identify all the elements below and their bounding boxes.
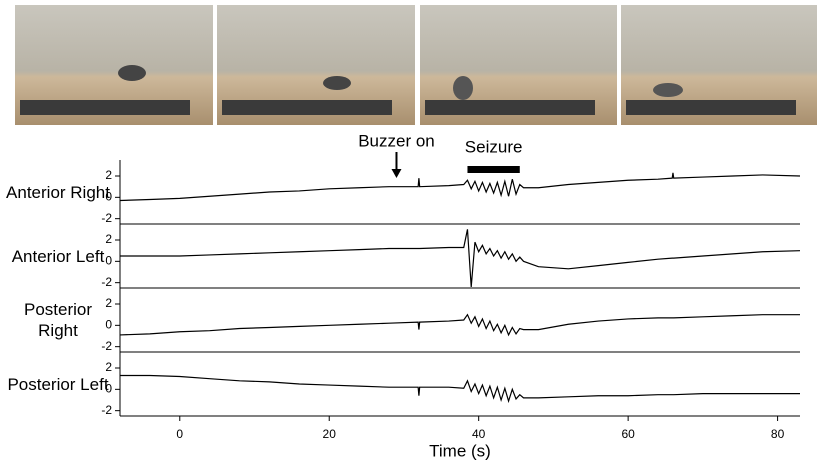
cage-base (425, 100, 595, 115)
channel-label: Posterior Right (23, 300, 93, 340)
annotation: Seizure (465, 137, 523, 156)
y-tick-label: 2 (105, 232, 112, 246)
y-tick-label: -2 (101, 275, 112, 289)
y-tick-label: -2 (101, 339, 112, 353)
y-tick-label: 2 (105, 296, 112, 310)
y-tick-label: -2 (101, 211, 112, 225)
x-tick-label: 20 (323, 427, 337, 441)
eeg-trace (120, 374, 800, 404)
channel-label: Posterior Left (7, 374, 109, 394)
eeg-trace (119, 313, 800, 337)
annotation-arrowhead (391, 169, 402, 178)
seizure-bar (467, 166, 520, 173)
video-frames (15, 5, 817, 125)
cage-base (20, 100, 190, 115)
animal (323, 76, 351, 90)
y-tick-label: 0 (105, 254, 112, 268)
animal (653, 83, 683, 97)
cage-base (626, 100, 796, 115)
channel-label: Anterior Left (11, 246, 105, 266)
eeg-trace (119, 172, 801, 202)
channel-label: Anterior Right (6, 182, 110, 202)
x-tick-label: 0 (176, 427, 183, 441)
y-tick-label: 2 (105, 168, 112, 182)
annotation: Buzzer on (358, 131, 435, 150)
y-tick-label: 2 (105, 360, 112, 374)
x-tick-label: 80 (771, 427, 785, 441)
x-axis-label: Time (s) (429, 441, 491, 460)
y-tick-label: 0 (105, 318, 112, 332)
animal (453, 76, 473, 100)
y-tick-label: -2 (101, 403, 112, 417)
x-tick-label: 40 (472, 427, 486, 441)
eeg-trace (120, 229, 801, 287)
cage-base (222, 100, 392, 115)
x-tick-label: 60 (621, 427, 635, 441)
animal (118, 65, 146, 81)
y-tick-label: 0 (105, 382, 112, 396)
y-tick-label: 0 (105, 190, 112, 204)
